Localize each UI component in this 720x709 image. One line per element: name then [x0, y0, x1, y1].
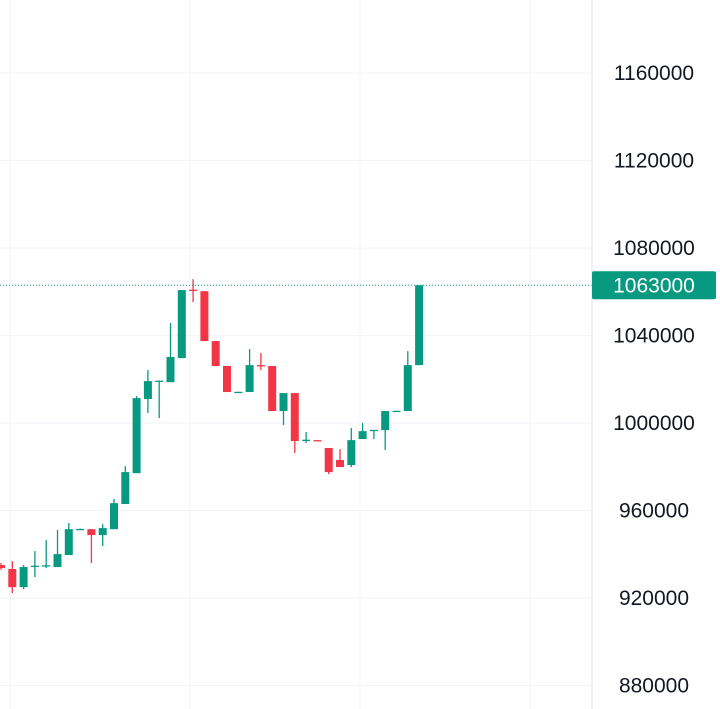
- candle-body: [189, 289, 198, 291]
- candle: [98, 524, 107, 547]
- candles: [0, 279, 424, 594]
- candle: [336, 449, 344, 468]
- candle: [324, 448, 333, 475]
- y-tick-label: 1120000: [614, 150, 694, 173]
- candle: [290, 393, 299, 454]
- price-axis[interactable]: 880000 920000 960000 1000000 1040000 1080000 1…: [613, 62, 695, 698]
- candle-body: [177, 290, 186, 359]
- candle: [245, 349, 254, 393]
- candle-body: [313, 440, 322, 442]
- candle: [64, 523, 73, 555]
- candle-body: [87, 529, 96, 536]
- candle: [87, 528, 96, 564]
- candle: [143, 370, 152, 414]
- candle: [279, 393, 288, 426]
- candle: [200, 291, 209, 342]
- candle: [403, 351, 412, 412]
- candle: [189, 279, 198, 303]
- candle: [358, 423, 367, 440]
- candle-body: [121, 472, 130, 505]
- y-tick-label: 880000: [619, 675, 689, 698]
- candle-body: [19, 567, 28, 588]
- candle: [132, 396, 141, 474]
- candle: [0, 563, 5, 570]
- candle-body: [336, 460, 344, 468]
- candle-body: [53, 554, 62, 568]
- candle-body: [132, 398, 141, 474]
- candle: [415, 285, 424, 366]
- candle: [155, 380, 164, 419]
- candle: [369, 429, 378, 440]
- candle: [30, 551, 39, 578]
- candle-body: [223, 365, 231, 393]
- y-tick-label: 1000000: [613, 412, 695, 435]
- candle-body: [166, 357, 175, 383]
- candle: [381, 411, 390, 450]
- y-tick-label: 1040000: [613, 325, 695, 348]
- candle: [42, 540, 51, 569]
- candle-body: [64, 529, 73, 555]
- candle: [8, 561, 17, 594]
- candle-body: [234, 391, 243, 394]
- last-price-tag-bg: [592, 271, 716, 300]
- grid: [0, 0, 592, 709]
- candle-body: [245, 365, 254, 393]
- y-tick-label: 1160000: [614, 62, 694, 85]
- candle-body: [290, 393, 299, 442]
- candle-body: [200, 291, 209, 342]
- candle: [313, 440, 322, 442]
- candle-body: [30, 565, 39, 568]
- candle: [166, 323, 175, 383]
- candle: [234, 391, 243, 394]
- candle: [211, 341, 220, 366]
- candle-body: [155, 380, 164, 382]
- candle-body: [110, 503, 118, 530]
- y-tick-label: 960000: [619, 500, 689, 523]
- candle-body: [302, 439, 311, 442]
- candle-body: [358, 431, 367, 440]
- candle: [347, 428, 356, 468]
- candle-body: [256, 365, 265, 367]
- candle: [177, 290, 186, 359]
- candle: [76, 528, 85, 531]
- last-price-label: 1063000: [613, 274, 695, 297]
- last-price-tag: 1063000: [592, 271, 716, 300]
- candle-body: [415, 285, 424, 366]
- candle-body: [0, 565, 5, 569]
- candle: [19, 565, 28, 590]
- candle-body: [324, 448, 333, 473]
- candle: [268, 365, 277, 412]
- candle: [392, 410, 401, 413]
- candle: [110, 498, 118, 530]
- candle: [256, 353, 265, 371]
- candle-body: [42, 565, 51, 567]
- candle: [53, 530, 62, 568]
- y-tick-label: 1080000: [613, 237, 695, 260]
- candle-body: [8, 568, 17, 588]
- candle-body: [369, 429, 378, 432]
- candle-body: [347, 440, 356, 466]
- candle-body: [76, 528, 85, 531]
- candle-body: [211, 341, 220, 366]
- candle: [121, 466, 130, 505]
- candle-body: [392, 410, 401, 413]
- candle: [302, 432, 311, 443]
- candle-body: [403, 365, 412, 412]
- candle-body: [279, 393, 288, 412]
- candle-body: [268, 365, 277, 412]
- y-tick-label: 920000: [619, 587, 689, 610]
- candle: [223, 365, 231, 393]
- candle-body: [381, 411, 390, 431]
- candle-body: [98, 528, 107, 536]
- candle-body: [143, 381, 152, 400]
